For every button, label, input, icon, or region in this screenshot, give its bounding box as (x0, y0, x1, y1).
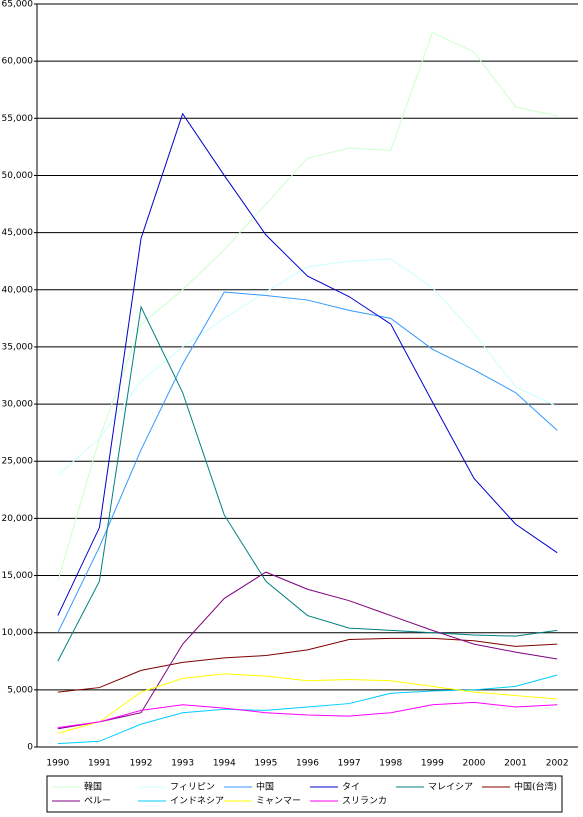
x-tick-label: 1991 (88, 759, 111, 769)
series-line (57, 31, 558, 582)
y-tick-label: 25,000 (2, 457, 34, 467)
legend-label: 中国 (256, 781, 274, 793)
y-tick-label: 10,000 (2, 628, 34, 638)
legend-label: ペルー (84, 797, 111, 807)
legend-label: 韓国 (84, 782, 102, 793)
y-tick-label: 60,000 (2, 57, 34, 67)
y-tick-label: 40,000 (2, 285, 34, 295)
series-line (57, 674, 558, 745)
x-tick-label: 1994 (213, 759, 236, 769)
y-tick-label: 15,000 (2, 571, 34, 581)
x-tick-label: 2001 (504, 759, 527, 769)
y-tick-label: 65,000 (2, 0, 34, 10)
legend-label: インドネシア (170, 796, 224, 807)
series-line (57, 701, 558, 729)
legend-label: スリランカ (342, 796, 387, 807)
legend-label: 中国(台湾) (514, 781, 557, 793)
series-line (57, 571, 558, 730)
x-tick-label: 1992 (130, 759, 153, 769)
x-tick-label: 1998 (379, 759, 402, 769)
legend-label: タイ (342, 782, 360, 793)
y-tick-label: 50,000 (2, 171, 34, 181)
series-line (57, 291, 558, 633)
y-tick-label: 0 (27, 743, 33, 753)
series-line (57, 637, 558, 693)
y-tick-label: 30,000 (2, 400, 34, 410)
series-line (57, 673, 558, 734)
legend-box (46, 775, 563, 813)
y-tick-label: 20,000 (2, 514, 34, 524)
x-tick-label: 1999 (421, 759, 444, 769)
x-tick-label: 1997 (338, 759, 361, 769)
y-tick-label: 55,000 (2, 114, 34, 124)
series-line (57, 258, 558, 476)
series-line (57, 305, 558, 662)
legend-label: マレイシア (428, 783, 473, 793)
y-tick-label: 45,000 (2, 228, 34, 238)
y-tick-label: 5,000 (7, 685, 33, 695)
legend-label: フィリピン (170, 782, 215, 793)
x-tick-label: 2002 (546, 759, 569, 769)
x-tick-label: 2000 (463, 759, 486, 769)
series-line (57, 112, 558, 616)
x-tick-label: 1990 (46, 759, 69, 769)
x-tick-label: 1993 (171, 759, 194, 769)
legend-label: ミャンマー (256, 797, 301, 807)
x-tick-label: 1996 (296, 759, 319, 769)
y-tick-label: 35,000 (2, 342, 34, 352)
x-tick-label: 1995 (254, 759, 277, 769)
